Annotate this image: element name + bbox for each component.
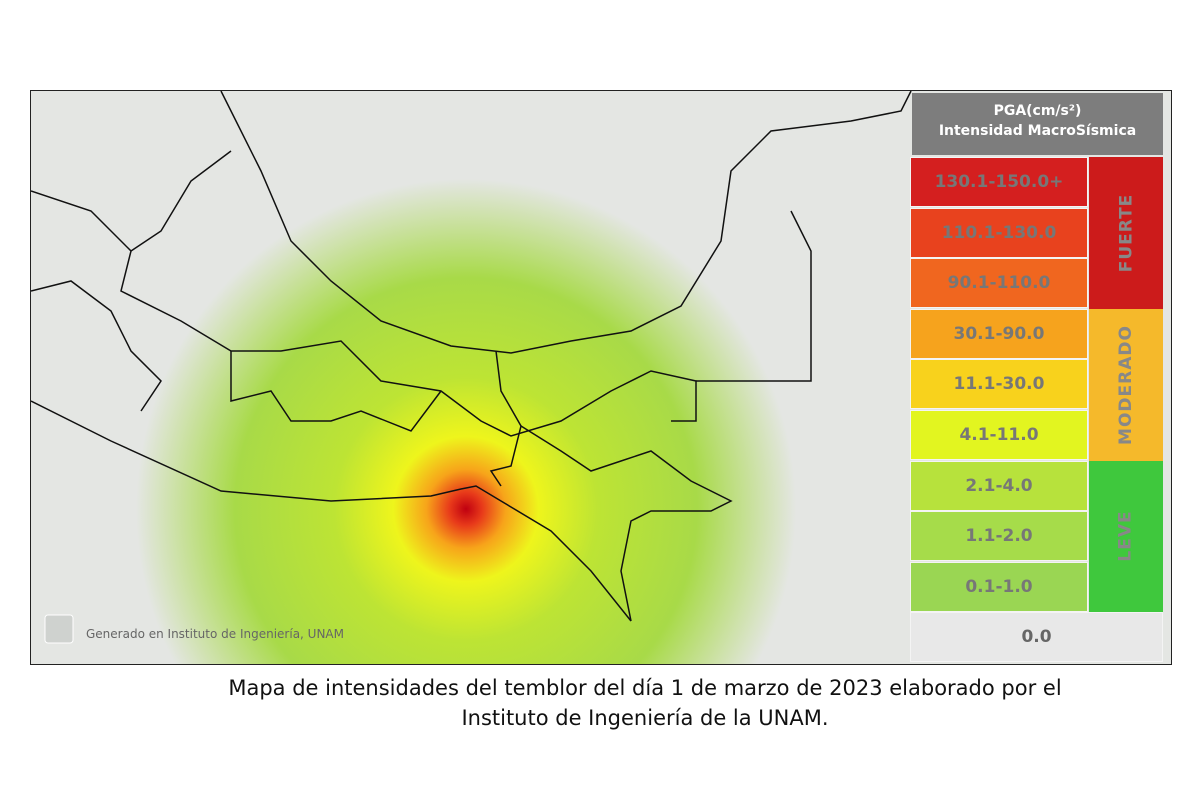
legend-level-label: MODERADO	[1116, 324, 1136, 445]
legend-title: PGA(cm/s²)	[993, 103, 1082, 119]
legend-range: 1.1-2.0	[910, 511, 1088, 562]
caption: Instituto de Ingeniería de la UNAM.	[461, 706, 829, 730]
legend-header: PGA(cm/s²) Intensidad MacroSísmica	[912, 93, 1163, 155]
legend-range: 90.1-110.0	[910, 258, 1088, 309]
legend-level: MODERADO	[1089, 308, 1163, 461]
legend-range: 11.1-30.0	[910, 359, 1088, 410]
legend-level-label: FUERTE	[1116, 193, 1137, 273]
icon	[44, 614, 74, 644]
legend-level: LEVE	[1089, 460, 1163, 613]
legend-range: 130.1-150.0+	[910, 157, 1088, 207]
legend-range: 0.0	[910, 612, 1163, 663]
legend-range: 30.1-90.0	[910, 308, 1088, 359]
legend-title: Intensidad MacroSísmica	[938, 123, 1137, 139]
legend-range: 2.1-4.0	[910, 460, 1088, 511]
legend-range: 110.1-130.0	[910, 207, 1088, 258]
watermark: Generado en Instituto de Ingeniería, UNA…	[86, 627, 344, 641]
legend-range: 0.1-1.0	[910, 561, 1088, 612]
caption: Mapa de intensidades del temblor del día…	[228, 676, 1062, 700]
legend-range: 4.1-11.0	[910, 410, 1088, 460]
legend-level-label: LEVE	[1116, 510, 1136, 563]
borders	[31, 91, 912, 622]
legend-level: FUERTE	[1089, 157, 1163, 309]
